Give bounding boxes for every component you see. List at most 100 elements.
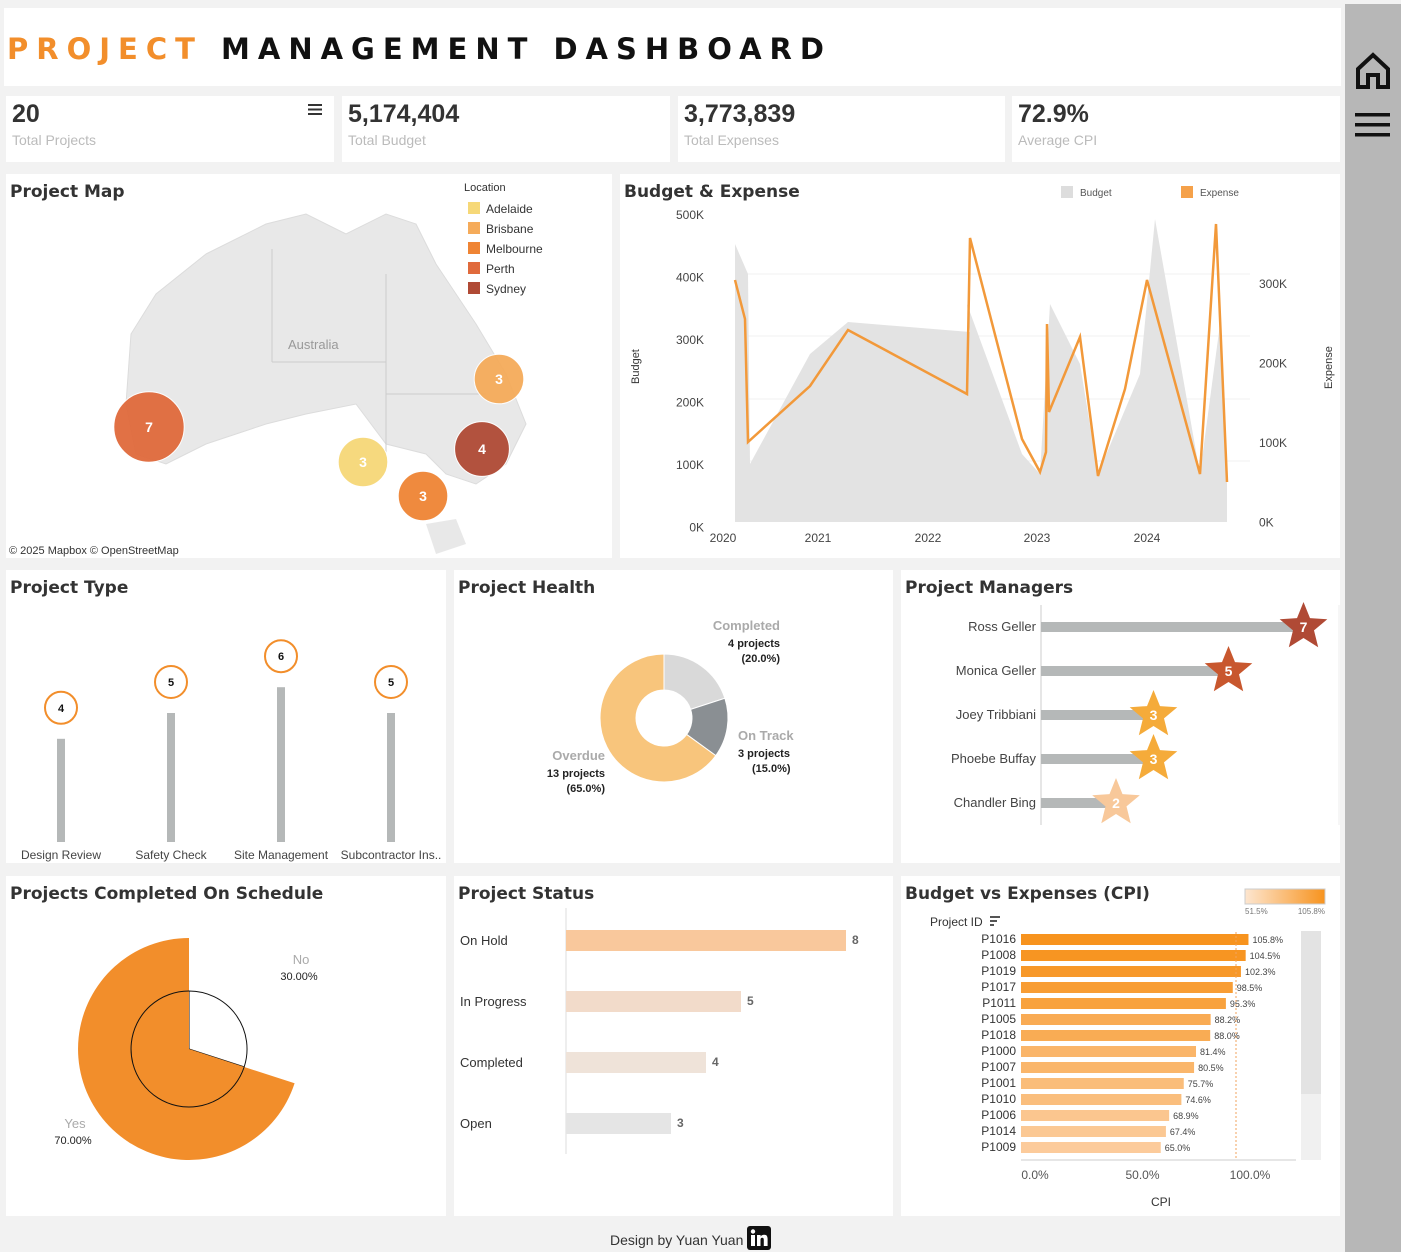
bubble-label: 3	[495, 371, 503, 387]
manager-bar[interactable]	[1041, 710, 1154, 720]
manager-bar[interactable]	[1041, 622, 1304, 632]
legend-item[interactable]: Melbourne	[486, 242, 543, 256]
status-name: Completed	[460, 1055, 523, 1070]
map-canvas[interactable]: Australia Location Adelaide Brisbane Melbo…	[6, 174, 612, 558]
project-id[interactable]: P1006	[981, 1108, 1016, 1122]
map-bubble[interactable]	[473, 353, 525, 405]
cpi-bar[interactable]	[1021, 1110, 1170, 1121]
pie-slice-yes[interactable]	[78, 938, 295, 1160]
star-marker[interactable]	[1279, 602, 1328, 648]
cpi-bar[interactable]	[1021, 934, 1249, 945]
cpi-value: 98.5%	[1237, 983, 1263, 993]
cpi-bar[interactable]	[1021, 982, 1233, 993]
project-id[interactable]: P1019	[981, 964, 1016, 978]
map-bubble[interactable]	[113, 391, 185, 463]
panel-title: Project Managers	[905, 578, 1074, 598]
cpi-bar[interactable]	[1021, 1046, 1197, 1057]
project-health-chart[interactable]: Completed 4 projects (20.0%) On Track 3 proj…	[454, 570, 893, 863]
cpi-bar[interactable]	[1021, 1062, 1195, 1073]
project-id[interactable]: P1007	[981, 1060, 1016, 1074]
panel-title: Budget vs Expenses (CPI)	[905, 884, 1150, 904]
lollipop-bar[interactable]	[387, 713, 395, 842]
star-marker[interactable]	[1092, 778, 1140, 824]
cpi-bar[interactable]	[1021, 1094, 1182, 1105]
map-bubble[interactable]	[454, 421, 510, 477]
cpi-value: 88.0%	[1214, 1031, 1240, 1041]
tick-label: 200K	[1259, 357, 1287, 371]
project-health-panel: Project Health Completed 4 projects (20.0%…	[454, 570, 893, 863]
home-icon[interactable]	[1355, 52, 1391, 90]
budget-expense-chart[interactable]: Budget Expense Budget Expense 500K 400K 30…	[620, 174, 1340, 558]
cpi-bar[interactable]	[1021, 966, 1241, 977]
column-header[interactable]: Project ID	[930, 915, 983, 929]
project-status-chart[interactable]: On Hold 8 In Progress 5 Completed 4 Open 3	[454, 876, 893, 1216]
project-id[interactable]: P1009	[981, 1140, 1016, 1154]
project-id[interactable]: P1008	[981, 948, 1016, 962]
project-id[interactable]: P1016	[981, 932, 1016, 946]
lollipop-value: 5	[168, 677, 174, 689]
menu-icon[interactable]	[1355, 111, 1391, 141]
status-bar[interactable]	[566, 991, 741, 1012]
star-marker[interactable]	[1129, 690, 1178, 736]
project-managers-panel: Project Managers Ross Geller 7 Monica Gell…	[901, 570, 1340, 863]
cpi-bar[interactable]	[1021, 1014, 1211, 1025]
status-bar[interactable]	[566, 1052, 706, 1073]
cpi-bar[interactable]	[1021, 1030, 1211, 1041]
pie-slice-no[interactable]	[188, 990, 248, 1068]
star-marker[interactable]	[1204, 646, 1253, 692]
cpi-bar[interactable]	[1021, 998, 1226, 1009]
project-id[interactable]: P1011	[982, 996, 1016, 1010]
cpi-chart[interactable]: 51.5% 105.8% Project ID P1016 105.8% P1008…	[901, 876, 1340, 1216]
status-value: 3	[677, 1116, 684, 1130]
map-bubble[interactable]	[337, 436, 389, 488]
star-marker[interactable]	[1129, 734, 1178, 780]
lollipop-bar[interactable]	[167, 713, 175, 842]
on-schedule-chart[interactable]: No 30.00% Yes 70.00%	[6, 876, 446, 1216]
lollipop-head[interactable]	[374, 665, 408, 699]
cpi-bar[interactable]	[1021, 1126, 1166, 1137]
lollipop-head[interactable]	[264, 639, 298, 674]
star-value: 7	[1300, 619, 1308, 635]
donut-slice[interactable]	[663, 653, 726, 710]
status-bar[interactable]	[566, 1113, 671, 1134]
lollipop-head[interactable]	[44, 690, 78, 725]
project-id[interactable]: P1001	[981, 1076, 1016, 1090]
scrollbar-rest[interactable]	[1301, 1094, 1321, 1160]
map-bubble[interactable]	[397, 470, 449, 522]
legend-item[interactable]: Adelaide	[486, 202, 533, 216]
kpi-average-cpi: 72.9% Average CPI	[1012, 96, 1340, 162]
manager-name: Monica Geller	[956, 663, 1037, 678]
cpi-bar[interactable]	[1021, 950, 1246, 961]
lollipop-head[interactable]	[154, 665, 188, 699]
status-bar[interactable]	[566, 930, 846, 951]
status-name: Open	[460, 1116, 492, 1131]
legend-item[interactable]: Brisbane	[486, 222, 534, 236]
manager-bar[interactable]	[1041, 798, 1116, 808]
project-id[interactable]: P1010	[981, 1092, 1016, 1106]
sort-icon[interactable]	[990, 916, 1000, 926]
kpi-value: 5,174,404	[348, 100, 460, 128]
legend-item[interactable]: Perth	[486, 262, 515, 276]
project-id[interactable]: P1005	[981, 1012, 1016, 1026]
legend-swatch	[468, 282, 480, 294]
legend-item[interactable]: Sydney	[486, 282, 526, 296]
manager-bar[interactable]	[1041, 754, 1154, 764]
cpi-bar[interactable]	[1021, 1078, 1184, 1089]
linkedin-icon[interactable]	[747, 1226, 771, 1250]
tick-label: 2024	[1134, 531, 1161, 545]
slice-pct: (65.0%)	[566, 783, 605, 795]
project-type-chart[interactable]: 4 Design Review 5 Safety Check 6 Site Managem…	[6, 570, 446, 863]
lollipop-bar[interactable]	[277, 687, 285, 842]
manager-bar[interactable]	[1041, 666, 1229, 676]
project-managers-chart[interactable]: Ross Geller 7 Monica Geller 5 Joey Tribbiani…	[901, 570, 1340, 863]
project-id[interactable]: P1018	[981, 1028, 1016, 1042]
project-id[interactable]: P1017	[981, 980, 1016, 994]
project-id[interactable]: P1000	[981, 1044, 1016, 1058]
menu-icon[interactable]	[308, 104, 322, 116]
donut-slice[interactable]	[599, 653, 717, 783]
project-id[interactable]: P1014	[981, 1124, 1016, 1138]
scrollbar-track[interactable]	[1301, 931, 1321, 1094]
cpi-bar[interactable]	[1021, 1142, 1161, 1153]
panel-title: Project Map	[10, 182, 125, 202]
lollipop-bar[interactable]	[57, 738, 65, 842]
